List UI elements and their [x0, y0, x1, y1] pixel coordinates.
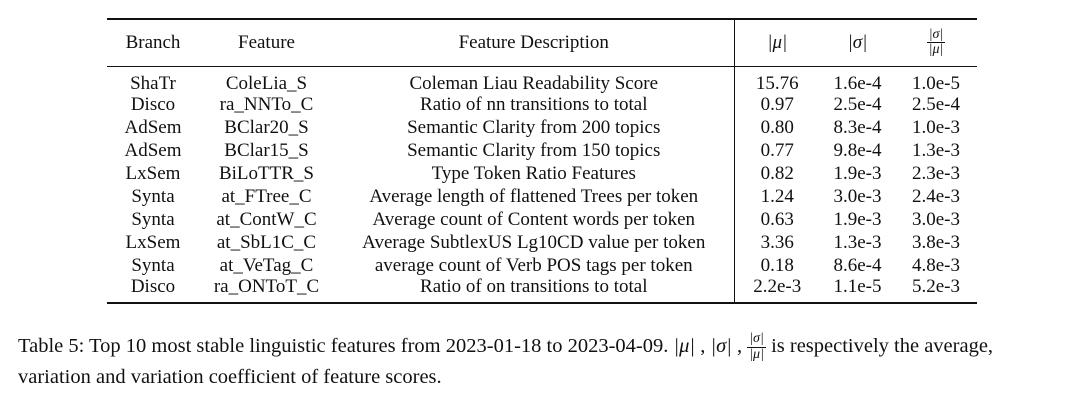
cell-description: Type Token Ratio Features — [431, 162, 636, 184]
header-variation-coefficient: |σ| |μ| — [895, 18, 977, 67]
cell-branch: Disco — [130, 93, 176, 115]
cell-feature: ra_NNTo_C — [219, 93, 314, 115]
cell-description: Average length of flattened Trees per to… — [369, 185, 699, 207]
cell-description: average count of Verb POS tags per token — [374, 254, 693, 276]
cell-feature: BClar15_S — [224, 139, 309, 161]
cell-mean: 3.36 — [733, 230, 820, 254]
table-header-row: Branch Feature Feature Description |μ| |… — [107, 18, 977, 67]
cell-variation-coefficient: 3.0e-3 — [911, 208, 960, 230]
cell-variation: 1.9e-3 — [833, 208, 882, 230]
cell-mean: 0.77 — [733, 138, 820, 162]
caption-comma: , — [736, 335, 743, 357]
caption-text-tail: is respectively the average, variation a… — [18, 335, 994, 389]
table-row: Synta at_VeTag_C average count of Verb POS… — [107, 253, 977, 277]
caption-comma: , — [700, 335, 706, 357]
cell-variation: 8.3e-4 — [833, 116, 882, 138]
caption-text-lead: Table 5: Top 10 most stable linguistic f… — [18, 335, 669, 357]
cell-feature: at_ContW_C — [216, 208, 317, 230]
cell-mean: 2.2e-3 — [733, 276, 820, 304]
cell-variation-coefficient: 2.4e-3 — [911, 185, 960, 207]
table-row: AdSem BClar20_S Semantic Clarity from 200 … — [107, 115, 977, 139]
table-row: LxSem BiLoTTR_S Type Token Ratio Features 0… — [107, 161, 977, 185]
cell-branch: AdSem — [124, 139, 182, 161]
caption-coef-numerator: |σ| — [747, 331, 766, 348]
table-caption: Table 5: Top 10 most stable linguistic f… — [18, 331, 1068, 392]
cell-branch: AdSem — [124, 116, 182, 138]
cell-variation: 2.5e-4 — [833, 93, 882, 115]
cell-variation: 8.6e-4 — [833, 254, 882, 276]
cell-mean: 0.80 — [733, 115, 820, 139]
cell-description: Average SubtlexUS Lg10CD value per token — [362, 231, 706, 253]
caption-variation-symbol: |σ| — [710, 335, 732, 357]
table-row: AdSem BClar15_S Semantic Clarity from 150 … — [107, 138, 977, 162]
cell-feature: BiLoTTR_S — [218, 162, 314, 184]
stable-features-table: Branch Feature Feature Description |μ| |… — [107, 18, 977, 304]
cell-feature: at_VeTag_C — [219, 254, 314, 276]
caption-mean-symbol: |μ| — [673, 335, 696, 357]
cell-mean: 0.18 — [733, 253, 820, 277]
cell-variation-coefficient: 4.8e-3 — [911, 254, 960, 276]
cell-variation: 1.6e-4 — [833, 72, 882, 94]
cell-description: Ratio of on transitions to total — [334, 276, 734, 304]
cell-variation: 1.3e-3 — [833, 231, 882, 253]
cell-feature: ColeLia_S — [225, 72, 308, 94]
cell-variation-coefficient: 1.3e-3 — [911, 139, 960, 161]
cell-variation: 3.0e-3 — [833, 185, 882, 207]
caption-coef-fraction: |σ| |μ| — [747, 331, 766, 362]
cell-mean: 0.82 — [733, 161, 820, 185]
cell-description: Average count of Content words per token — [372, 208, 696, 230]
cell-description: Coleman Liau Readability Score — [409, 72, 658, 94]
table-row: Disco ra_NNTo_C Ratio of nn transitions to… — [107, 92, 977, 116]
table-row: ShaTr ColeLia_S Coleman Liau Readability S… — [107, 66, 977, 93]
cell-branch: Synta — [131, 254, 175, 276]
cell-branch: Disco — [107, 276, 199, 304]
table-body: ShaTr ColeLia_S Coleman Liau Readability S… — [107, 66, 977, 304]
cell-branch: Synta — [131, 185, 175, 207]
cell-variation-coefficient: 1.0e-3 — [911, 116, 960, 138]
cell-variation-coefficient: 5.2e-3 — [895, 276, 977, 304]
header-coef-fraction: |σ| |μ| — [926, 27, 946, 58]
cell-mean: 15.76 — [733, 66, 820, 93]
table-row: Synta at_FTree_C Average length of flatten… — [107, 184, 977, 208]
cell-variation: 1.1e-5 — [820, 276, 895, 304]
header-coef-numerator: |σ| — [926, 27, 946, 44]
cell-mean: 1.24 — [733, 184, 820, 208]
cell-branch: LxSem — [125, 231, 181, 253]
table-row: LxSem at_SbL1C_C Average SubtlexUS Lg10CD … — [107, 230, 977, 254]
header-mean: |μ| — [733, 18, 820, 67]
cell-feature: BClar20_S — [224, 116, 309, 138]
cell-variation-coefficient: 2.3e-3 — [911, 162, 960, 184]
cell-variation: 1.9e-3 — [833, 162, 882, 184]
cell-feature: at_SbL1C_C — [216, 231, 317, 253]
header-coef-denominator: |μ| — [928, 42, 944, 58]
caption-coef-denominator: |μ| — [749, 346, 764, 362]
header-variation: |σ| — [820, 18, 895, 67]
header-branch: Branch — [107, 18, 199, 67]
table-row: Disco ra_ONToT_C Ratio of on transitions t… — [107, 276, 977, 304]
header-feature: Feature — [199, 18, 334, 67]
cell-feature: at_FTree_C — [221, 185, 312, 207]
cell-variation-coefficient: 2.5e-4 — [911, 93, 960, 115]
cell-description: Ratio of nn transitions to total — [420, 93, 648, 115]
cell-mean: 0.97 — [733, 92, 820, 116]
cell-variation-coefficient: 3.8e-3 — [911, 231, 960, 253]
cell-variation: 9.8e-4 — [833, 139, 882, 161]
table-row: Synta at_ContW_C Average count of Content … — [107, 207, 977, 231]
cell-description: Semantic Clarity from 200 topics — [407, 116, 661, 138]
cell-branch: ShaTr — [130, 72, 176, 94]
cell-feature: ra_ONToT_C — [199, 276, 334, 304]
cell-mean: 0.63 — [733, 207, 820, 231]
cell-description: Semantic Clarity from 150 topics — [407, 139, 661, 161]
cell-branch: LxSem — [125, 162, 181, 184]
cell-branch: Synta — [131, 208, 175, 230]
header-description: Feature Description — [334, 18, 734, 67]
cell-variation-coefficient: 1.0e-5 — [911, 72, 960, 94]
